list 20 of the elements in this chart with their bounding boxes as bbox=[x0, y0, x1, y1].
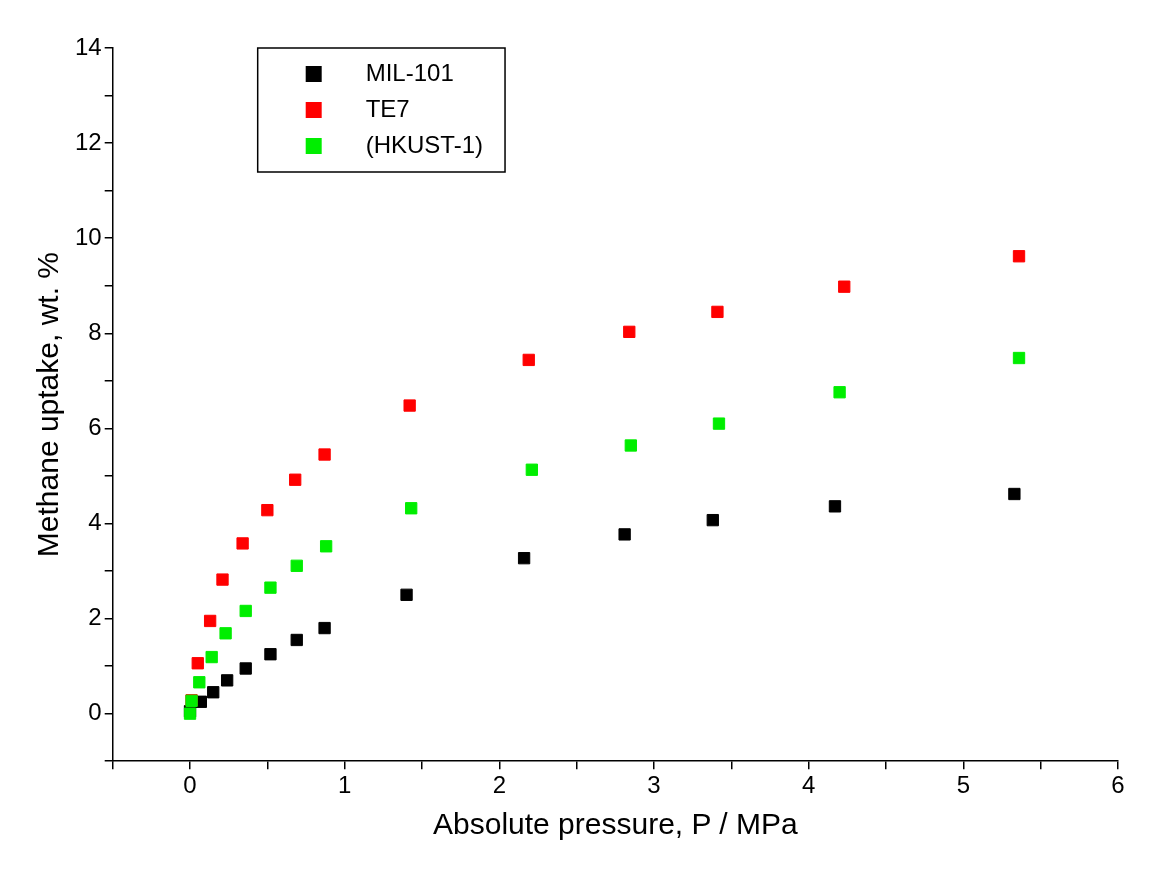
y-tick-label: 4 bbox=[88, 508, 102, 536]
x-tick-label: 2 bbox=[492, 771, 507, 799]
x-tick-label: 0 bbox=[183, 771, 197, 799]
y-tick-label: 10 bbox=[74, 222, 102, 250]
legend-label: MIL-101 bbox=[365, 58, 454, 86]
x-tick-label: 1 bbox=[338, 771, 352, 799]
x-axis-title: Absolute pressure, P / MPa bbox=[433, 807, 798, 841]
y-tick-label: 14 bbox=[74, 32, 102, 60]
x-tick-label: 3 bbox=[647, 771, 661, 799]
x-tick-label: 6 bbox=[1111, 771, 1125, 799]
y-tick-label: 8 bbox=[88, 317, 102, 345]
y-axis-title: Methane uptake, wt. % bbox=[31, 252, 65, 558]
y-tick-label: 2 bbox=[88, 603, 102, 631]
x-tick-label: 4 bbox=[802, 771, 816, 799]
legend-label: TE7 bbox=[365, 94, 410, 122]
y-tick-label: 12 bbox=[74, 127, 102, 155]
x-tick-label: 5 bbox=[956, 771, 971, 799]
legend-label: (HKUST-1) bbox=[365, 130, 484, 158]
y-tick-label: 0 bbox=[88, 698, 102, 726]
y-tick-label: 6 bbox=[88, 413, 102, 440]
